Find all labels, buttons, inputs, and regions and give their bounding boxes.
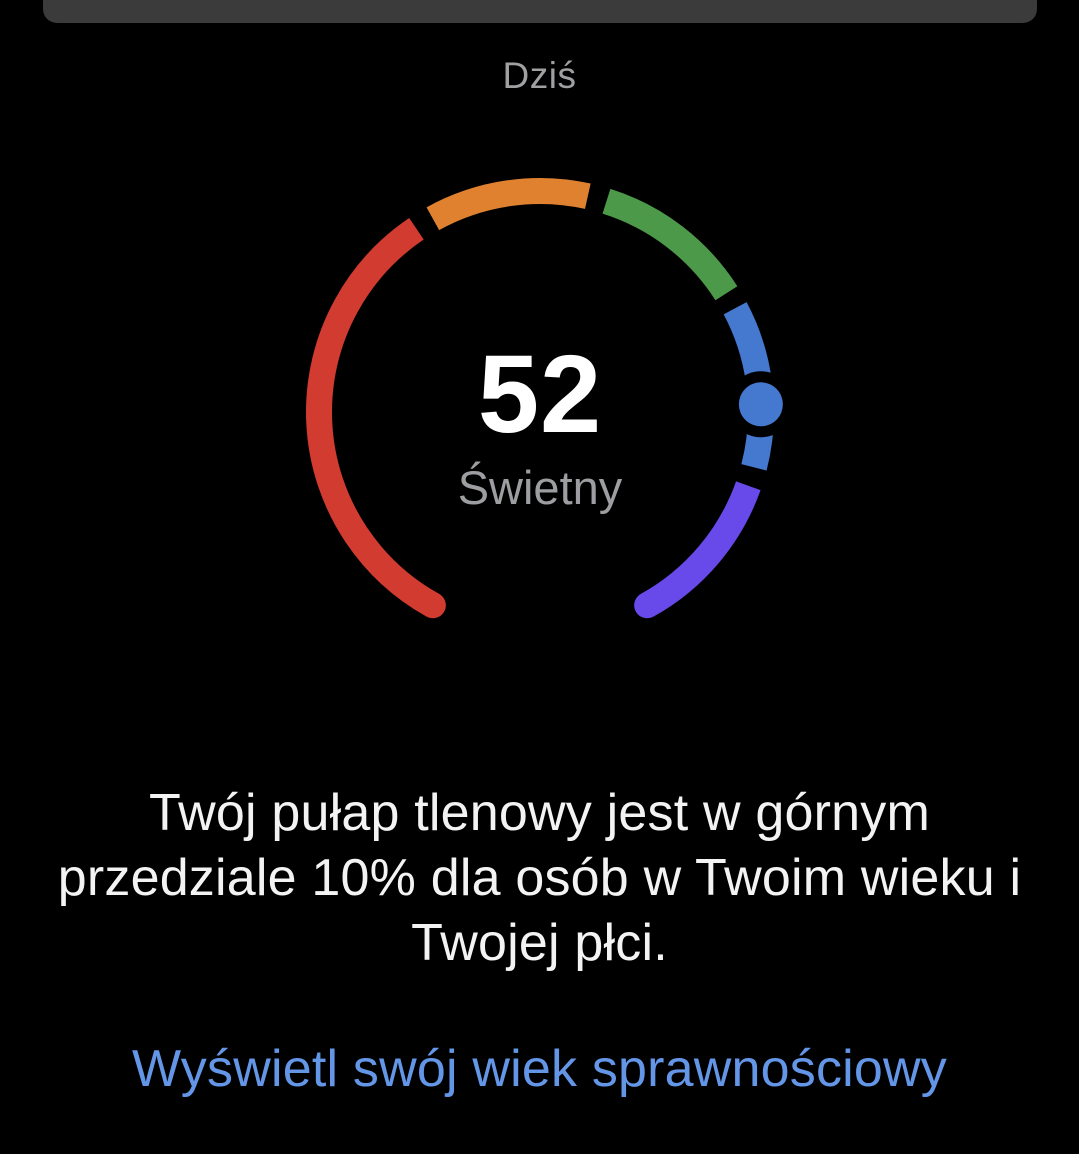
description-line: przedziale 10% dla osób w Twoim wieku i bbox=[57, 849, 1022, 907]
top-panel-edge bbox=[43, 0, 1037, 23]
vo2max-gauge-arc bbox=[306, 178, 794, 619]
gauge-marker-dot bbox=[738, 382, 783, 427]
gauge-segment-range-2-orange bbox=[426, 178, 591, 231]
description-line: Twój pułap tlenowy jest w górnym bbox=[149, 784, 930, 842]
fitness-age-link[interactable]: Wyświetl swój wiek sprawnościowy bbox=[131, 1040, 947, 1098]
gauge-segment-cap bbox=[419, 592, 446, 619]
description-text: Twój pułap tlenowy jest w górnym przedzi… bbox=[0, 781, 1079, 976]
date-label: Dziś bbox=[502, 55, 577, 96]
vo2max-gauge: 52 Świetny bbox=[290, 162, 794, 662]
gauge-segment-cap bbox=[634, 592, 661, 619]
gauge-segment-range-1-red bbox=[306, 218, 440, 617]
gauge-segment-range-5-purple bbox=[640, 481, 761, 617]
gauge-segment-range-3-green bbox=[602, 188, 738, 301]
description-line: Twojej płci. bbox=[411, 914, 668, 972]
